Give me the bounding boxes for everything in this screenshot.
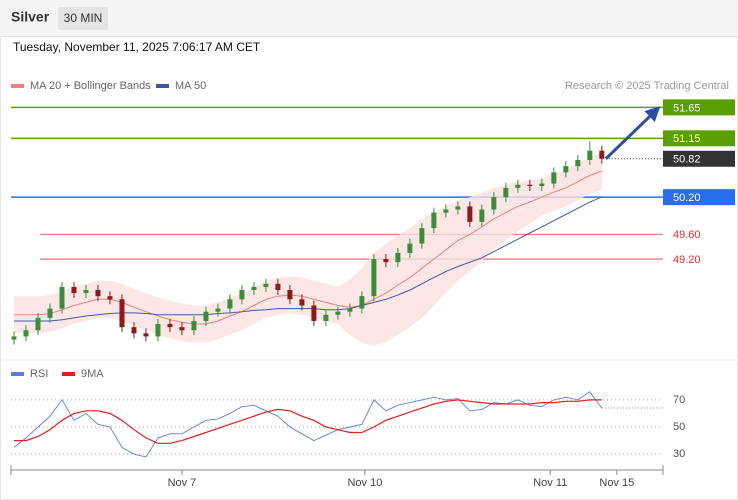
legend-swatch: [11, 84, 24, 88]
candle-body: [323, 314, 329, 321]
candle-body: [419, 228, 425, 244]
candle-body: [539, 183, 545, 186]
candle-body: [431, 212, 437, 229]
candle-body: [47, 308, 53, 318]
level-tag: [663, 130, 735, 147]
level-label: 49.60: [673, 229, 701, 241]
candle-body: [167, 324, 173, 328]
candle-body: [191, 320, 197, 331]
level-label: 51.15: [673, 133, 701, 145]
y-tick-label: 70: [673, 394, 685, 406]
x-tick-label: Nov 7: [168, 477, 197, 489]
legend-label: MA 20 + Bollinger Bands: [30, 80, 151, 92]
projection-arrow: [604, 106, 661, 160]
candle-body: [359, 296, 365, 309]
candle-body: [155, 324, 161, 337]
legend-swatch: [156, 84, 169, 88]
candle-body: [251, 286, 257, 290]
candle-body: [491, 197, 497, 210]
candle-body: [503, 187, 509, 198]
candle-body: [371, 259, 377, 297]
candle-body: [587, 150, 593, 160]
candle-body: [311, 305, 317, 321]
x-tick-label: Nov 10: [347, 477, 382, 489]
candle-body: [59, 286, 65, 309]
header-bar: [0, 0, 738, 36]
x-tick-label: Nov 11: [533, 477, 567, 489]
candle-body: [407, 243, 413, 253]
candle-body: [35, 317, 41, 331]
rsi-line: [13, 391, 603, 458]
bollinger-band: [14, 152, 602, 346]
rsi-line: [14, 399, 602, 444]
level-label: 49.20: [673, 254, 701, 266]
candle-body: [263, 283, 269, 287]
candle-body: [347, 308, 353, 312]
datetime: Tuesday, November 11, 2025 7:06:17 AM CE…: [13, 40, 261, 54]
candle-body: [563, 166, 569, 173]
symbol: Silver: [11, 9, 50, 25]
y-tick-label: 30: [673, 448, 685, 460]
candle-body: [131, 327, 137, 334]
candle-body: [515, 184, 521, 188]
level-tag: [663, 150, 735, 167]
credit: Research © 2025 Trading Central: [565, 80, 729, 92]
candle-body: [227, 299, 233, 309]
candle-body: [11, 336, 17, 340]
candle-body: [551, 172, 557, 184]
legend-swatch: [62, 372, 75, 376]
candle-body: [383, 259, 389, 263]
ma-line: [14, 170, 602, 325]
candle-body: [119, 299, 125, 328]
legend-label: RSI: [30, 368, 48, 380]
level-label: 50.20: [673, 192, 701, 204]
candle-body: [455, 206, 461, 210]
candle-body: [335, 311, 341, 315]
candle-body: [575, 160, 581, 167]
candle-body: [443, 209, 449, 213]
candle-body: [527, 184, 533, 186]
level-tag: [663, 189, 735, 206]
level-label: 50.82: [673, 154, 701, 166]
candle-body: [275, 283, 281, 290]
interval[interactable]: 30 MIN: [64, 11, 103, 25]
candle-body: [479, 209, 485, 222]
candle-body: [239, 290, 245, 300]
legend-label: MA 50: [175, 80, 206, 92]
candle-body: [23, 330, 29, 337]
candle-body: [203, 311, 209, 321]
legend-swatch: [11, 372, 24, 376]
candle-body: [287, 290, 293, 300]
legend-label: 9MA: [81, 368, 104, 380]
candle-body: [395, 252, 401, 263]
candle-body: [107, 296, 113, 300]
candle-body: [299, 299, 305, 306]
candle-body: [83, 290, 89, 294]
interval-button[interactable]: [58, 7, 108, 30]
ma-line: [14, 196, 602, 322]
candle-body: [215, 308, 221, 312]
candle-body: [71, 286, 77, 294]
level-label: 51.65: [673, 102, 701, 114]
candle-body: [179, 327, 185, 331]
level-tag: [663, 99, 735, 116]
y-tick-label: 50: [673, 421, 685, 433]
candle-body: [599, 150, 605, 159]
x-tick-label: Nov 15: [599, 477, 634, 489]
candle-body: [143, 333, 149, 337]
candle-body: [95, 290, 101, 297]
candle-body: [467, 206, 473, 222]
